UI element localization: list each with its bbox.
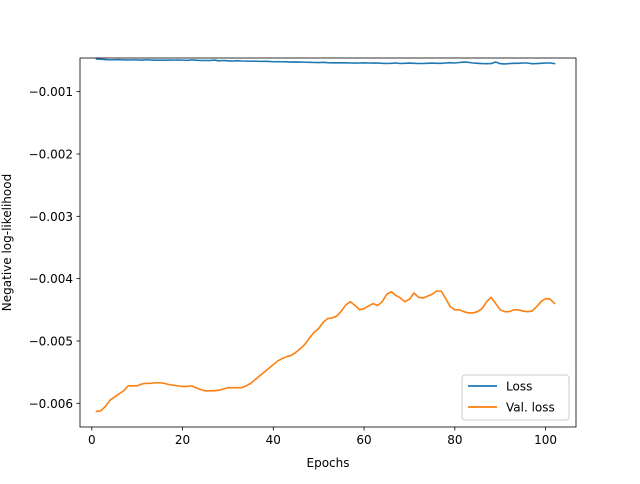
legend-label-loss: Loss — [506, 380, 532, 394]
x-tick-label: 0 — [88, 433, 96, 447]
legend: Loss Val. loss — [461, 374, 570, 421]
y-tick-label: −0.001 — [29, 85, 73, 99]
y-tick-label: −0.005 — [29, 334, 73, 348]
x-tick-label: 100 — [534, 433, 557, 447]
y-tick-label: −0.002 — [29, 147, 73, 161]
y-tick-label: −0.004 — [29, 272, 73, 286]
x-axis-label: Epochs — [307, 456, 350, 470]
series-layer — [95, 58, 556, 413]
legend-label-val-loss: Val. loss — [506, 401, 555, 415]
x-tick-label: 40 — [266, 433, 281, 447]
x-tick-label: 60 — [356, 433, 371, 447]
series-line-loss — [95, 58, 556, 65]
y-axis-label: Negative log-likelihood — [0, 174, 14, 311]
x-tick-label: 80 — [447, 433, 462, 447]
y-tick-label: −0.003 — [29, 210, 73, 224]
series-line-val-loss — [95, 290, 556, 413]
x-tick-label: 20 — [175, 433, 190, 447]
plot-frame — [79, 57, 577, 428]
ticks-layer: 0 20 40 60 80 100 −0.001 −0.002 −0.003 −0.004 −0.0… — [29, 85, 557, 447]
y-tick-label: −0.006 — [29, 397, 73, 411]
